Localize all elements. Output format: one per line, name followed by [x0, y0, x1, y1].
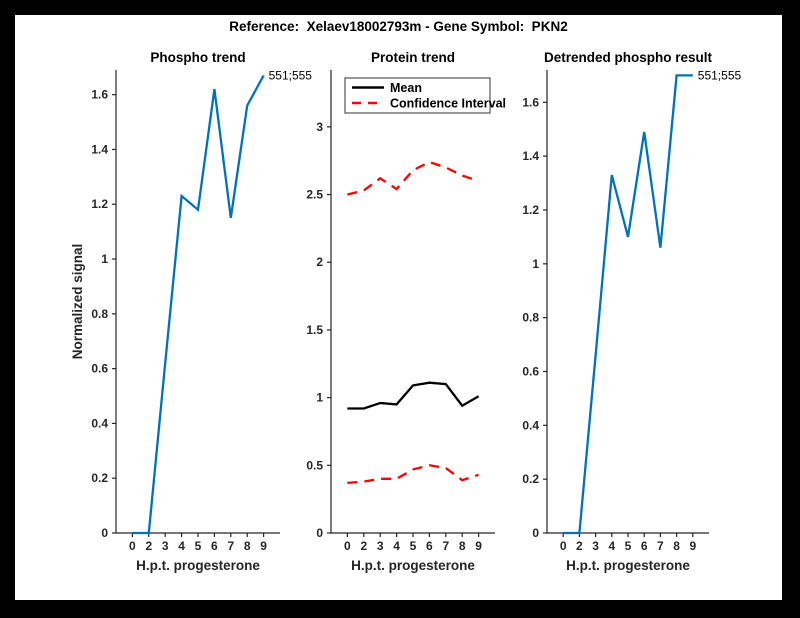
phospho-trend-subplot: 00.20.40.60.811.21.41.60 2 3 4 5 6 7 8 9Phospho …	[70, 50, 312, 573]
x-tick-label: 2	[360, 539, 367, 553]
subplot-area: 00.20.40.60.811.21.41.60 2 3 4 5 6 7 8 9Phospho …	[70, 50, 742, 573]
x-tick-label: 3	[377, 539, 384, 553]
y-tick-label: 0.6	[91, 362, 108, 376]
y-tick-label: 0.6	[522, 364, 539, 378]
y-tick-label: 3	[316, 120, 323, 134]
legend-box	[344, 77, 491, 114]
mean-line	[347, 381, 480, 410]
y-tick-label: 0.8	[522, 311, 539, 325]
mean-legend-label: Mean	[390, 81, 422, 95]
detrended-phospho-signal-line	[563, 74, 693, 535]
x-tick-label: 3	[592, 539, 599, 553]
y-tick-label: 1	[532, 257, 539, 271]
y-tick-label: 0	[101, 526, 108, 540]
x-tick-label: 6	[211, 539, 218, 553]
detrended-phospho-result-title: Detrended phospho result	[544, 50, 713, 65]
x-tick-label: 4	[608, 539, 615, 553]
y-tick-label: 0.4	[522, 418, 539, 432]
x-axis-label: H.p.t. progesterone	[136, 558, 260, 573]
y-tick-label: 0.5	[306, 458, 323, 472]
peak-annotation: 551;555	[269, 68, 313, 82]
y-axis-label: Normalized signal	[70, 244, 85, 360]
x-tick-label: 5	[195, 539, 202, 553]
y-tick-label: 1.6	[522, 95, 539, 109]
y-tick-label: 0.4	[91, 416, 108, 430]
x-tick-label: 9	[260, 539, 267, 553]
x-tick-label: 8	[459, 539, 466, 553]
y-tick-label: 1.2	[91, 197, 108, 211]
x-tick-label: 7	[442, 539, 449, 553]
phospho-trend-title: Phospho trend	[150, 50, 245, 65]
x-tick-label: 4	[393, 539, 400, 553]
x-axis-label: H.p.t. progesterone	[566, 558, 690, 573]
y-tick-label: 0.8	[91, 307, 108, 321]
x-tick-label: 7	[657, 539, 664, 553]
y-tick-label: 0.2	[91, 471, 108, 485]
y-tick-label: 1.5	[306, 323, 323, 337]
y-tick-label: 2.5	[306, 188, 323, 202]
x-tick-label: 2	[145, 539, 152, 553]
x-axis-label: H.p.t. progesterone	[351, 558, 475, 573]
axis-lines	[115, 70, 280, 534]
y-tick-label: 0	[532, 526, 539, 540]
x-tick-label: 6	[426, 539, 433, 553]
phospho-signal-line	[132, 74, 265, 535]
y-tick-label: 2	[316, 255, 323, 269]
x-tick-label: 2	[576, 539, 583, 553]
axis-lines	[546, 70, 709, 534]
x-tick-label: 0	[560, 539, 567, 553]
x-tick-label: 9	[689, 539, 696, 553]
y-tick-label: 1.2	[522, 203, 539, 217]
x-tick-label: 0	[344, 539, 351, 553]
figure-title: Reference: Xelaev18002793m - Gene Symbol…	[229, 19, 568, 34]
peak-annotation: 551;555	[698, 68, 742, 82]
axis-lines	[330, 70, 495, 534]
protein-trend-title: Protein trend	[371, 50, 455, 65]
x-tick-label: 8	[673, 539, 680, 553]
x-tick-label: 0	[129, 539, 136, 553]
legend: Mean Confidence Interval	[344, 77, 506, 114]
confidence-interval-legend-label: Confidence Interval	[390, 97, 506, 111]
y-tick-label: 1	[101, 252, 108, 266]
x-tick-label: 8	[244, 539, 251, 553]
y-tick-label: 1	[316, 391, 323, 405]
detrended-phospho-result-subplot: 00.20.40.60.811.21.41.60 2 3 4 5 6 7 8 9Detrende…	[522, 50, 741, 573]
x-tick-label: 6	[641, 539, 648, 553]
x-tick-label: 3	[162, 539, 169, 553]
x-tick-label: 5	[625, 539, 632, 553]
x-tick-label: 9	[475, 539, 482, 553]
y-tick-label: 1.4	[91, 142, 108, 156]
confidence-interval-upper-line	[347, 160, 479, 196]
y-tick-label: 1.4	[522, 149, 539, 163]
figure-canvas: Reference: Xelaev18002793m - Gene Symbol…	[15, 15, 782, 600]
x-tick-label: 5	[410, 539, 417, 553]
x-tick-label: 4	[178, 539, 185, 553]
y-tick-label: 0	[316, 526, 323, 540]
x-tick-label: 7	[227, 539, 234, 553]
confidence-interval-lower-line	[347, 464, 479, 485]
y-tick-label: 1.6	[91, 88, 108, 102]
y-tick-label: 0.2	[522, 472, 539, 486]
